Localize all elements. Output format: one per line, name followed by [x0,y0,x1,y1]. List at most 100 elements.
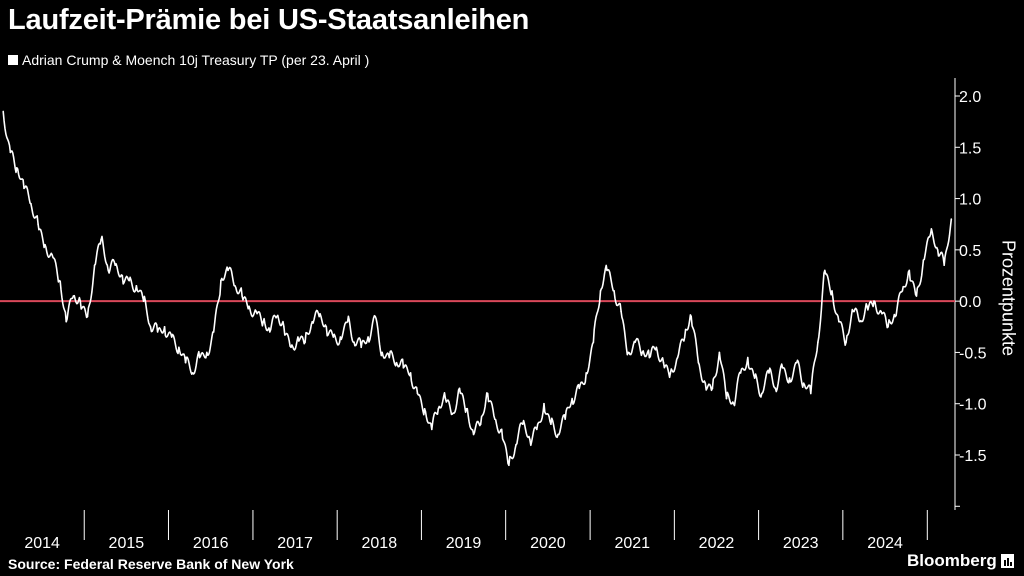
data-point [72,295,75,297]
bloomberg-mark-icon [1000,554,1014,568]
data-point [627,351,630,354]
data-point [37,223,39,226]
legend-swatch [8,55,18,65]
data-point [205,351,208,354]
data-point [402,367,405,369]
legend-label: Adrian Crump & Moench 10j Treasury TP (p… [22,52,370,68]
data-point [950,218,953,220]
bloomberg-logo: Bloomberg [907,551,1014,571]
x-tick-label: 2016 [193,535,229,552]
data-point [739,372,742,374]
data-point [304,341,306,343]
data-point [683,336,686,338]
series-layer [0,110,955,467]
data-point [564,418,566,420]
data-point [866,305,868,308]
data-point [234,284,236,287]
data-point [571,397,573,400]
data-point [163,325,166,328]
data-point [768,372,770,374]
data-point [472,433,475,436]
data-point [311,320,314,323]
data-point [290,346,292,349]
data-point [901,290,904,292]
data-point [922,259,925,261]
data-point [23,187,25,190]
y-tick-label: -0.5 [959,345,987,362]
data-point [93,264,96,267]
data-point [58,279,61,282]
y-tick-label: 2.0 [959,89,981,106]
y-axis-label: Prozentpunkte [998,239,1019,357]
data-point [690,315,693,318]
data-point [662,361,665,364]
data-point [711,387,714,390]
data-point [859,320,861,323]
data-point [44,243,46,246]
data-point [536,428,538,431]
data-point [606,269,608,272]
x-tick-label: 2020 [530,535,566,552]
x-tick-label: 2019 [446,535,482,552]
data-point [817,341,819,343]
data-point [297,336,299,338]
data-point [100,238,102,241]
data-point [395,361,398,364]
chart-title: Laufzeit-Prämie bei US-Staatsanleihen [8,4,530,36]
data-point [198,356,201,359]
data-point [170,336,173,338]
data-point [262,320,265,323]
data-point [894,315,897,318]
data-point [557,433,559,436]
data-point [599,290,602,292]
data-point [781,367,784,369]
data-point [753,377,756,379]
y-tick-label: 1.0 [959,192,981,209]
data-point [676,356,679,359]
data-point [704,382,707,385]
data-point [248,305,250,308]
data-point [79,300,82,302]
data-point [142,300,145,302]
data-point [550,423,552,426]
data-point [494,418,496,420]
data-point [725,397,728,400]
data-point [648,356,651,359]
data-point [936,249,939,251]
data-point [437,408,440,410]
data-point [9,151,12,154]
data-point [227,269,229,272]
data-point [65,320,68,323]
data-point [444,397,447,400]
data-point [332,336,335,338]
data-point [929,233,932,236]
data-point [268,331,271,333]
x-tick-label: 2015 [109,535,145,552]
data-point [30,202,32,205]
data-point [121,274,124,277]
data-point [423,408,426,410]
data-point [135,284,138,287]
y-tick-label: -1.5 [959,448,987,465]
data-point [486,392,489,395]
data-point [915,295,918,297]
data-point [431,428,433,431]
y-tick-label: -1.0 [959,397,987,414]
x-tick-label: 2018 [362,535,398,552]
data-point [16,167,18,169]
data-point [613,290,615,292]
data-point [809,392,812,395]
x-tick-label: 2021 [614,535,650,552]
data-point [515,443,517,446]
data-point [149,325,152,328]
axes: 2.0 1.5 1.0 0.5 0.0 -0.5 -1.0 -1.5 2014 2015 2016 2… [24,78,987,552]
data-point [852,310,855,313]
data-point [529,438,531,441]
data-point [409,372,412,374]
data-point [802,382,805,385]
data-point [381,351,383,354]
data-point [367,336,369,338]
data-point [641,351,644,354]
y-tick-label: 0.0 [959,294,981,311]
